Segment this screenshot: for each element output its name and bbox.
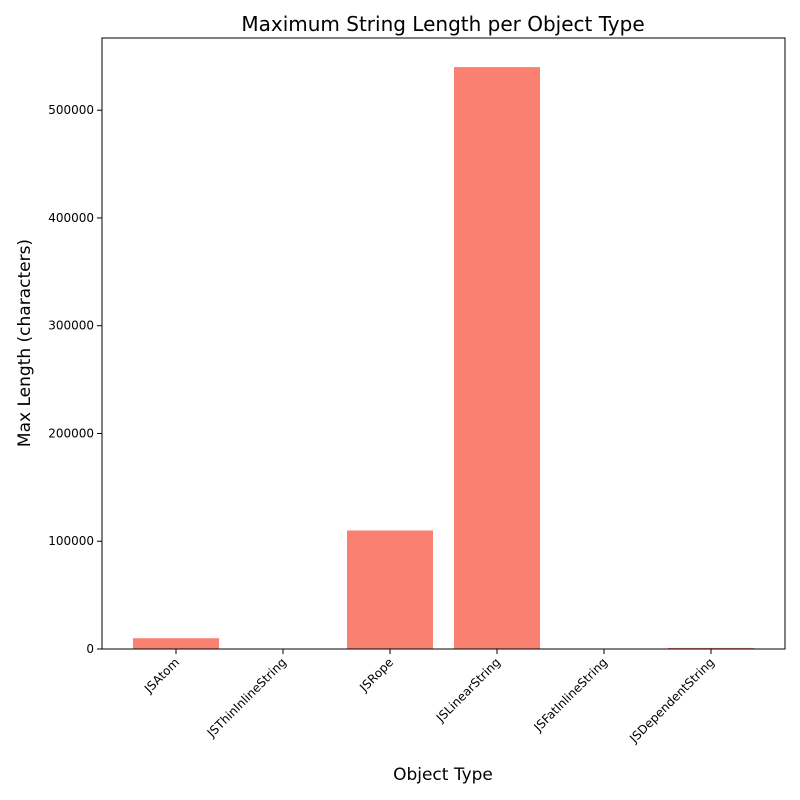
x-axis-title: Object Type <box>393 765 493 785</box>
y-tick-label: 300000 <box>48 319 94 333</box>
x-tick-label: JSDependentString <box>626 655 717 746</box>
x-tick-label: JSAtom <box>141 655 182 696</box>
x-tick-label: JSFatInlineString <box>530 655 610 735</box>
y-tick-label: 400000 <box>48 211 94 225</box>
bars-layer <box>133 67 754 650</box>
y-tick-label: 500000 <box>48 103 94 117</box>
bar-JSDependentString <box>668 647 754 649</box>
chart-title: Maximum String Length per Object Type <box>241 12 644 36</box>
y-tick-label: 0 <box>86 642 94 656</box>
y-axis: 0 100000 200000 300000 400000 500000 <box>48 103 102 656</box>
x-tick-label: JSThinInlineString <box>204 655 289 740</box>
y-tick-label: 100000 <box>48 534 94 548</box>
plot-frame <box>101 37 786 650</box>
bar-JSRope <box>347 530 433 649</box>
y-axis-title: Max Length (characters) <box>15 239 35 447</box>
bar-JSAtom <box>133 638 219 649</box>
x-tick-label: JSRope <box>356 655 396 695</box>
y-tick-label: 200000 <box>48 426 94 440</box>
x-axis: JSAtom JSThinInlineString JSRope JSLinearSt… <box>141 649 717 746</box>
x-tick-label: JSLinearString <box>433 655 503 725</box>
bar-JSLinearString <box>454 67 540 650</box>
